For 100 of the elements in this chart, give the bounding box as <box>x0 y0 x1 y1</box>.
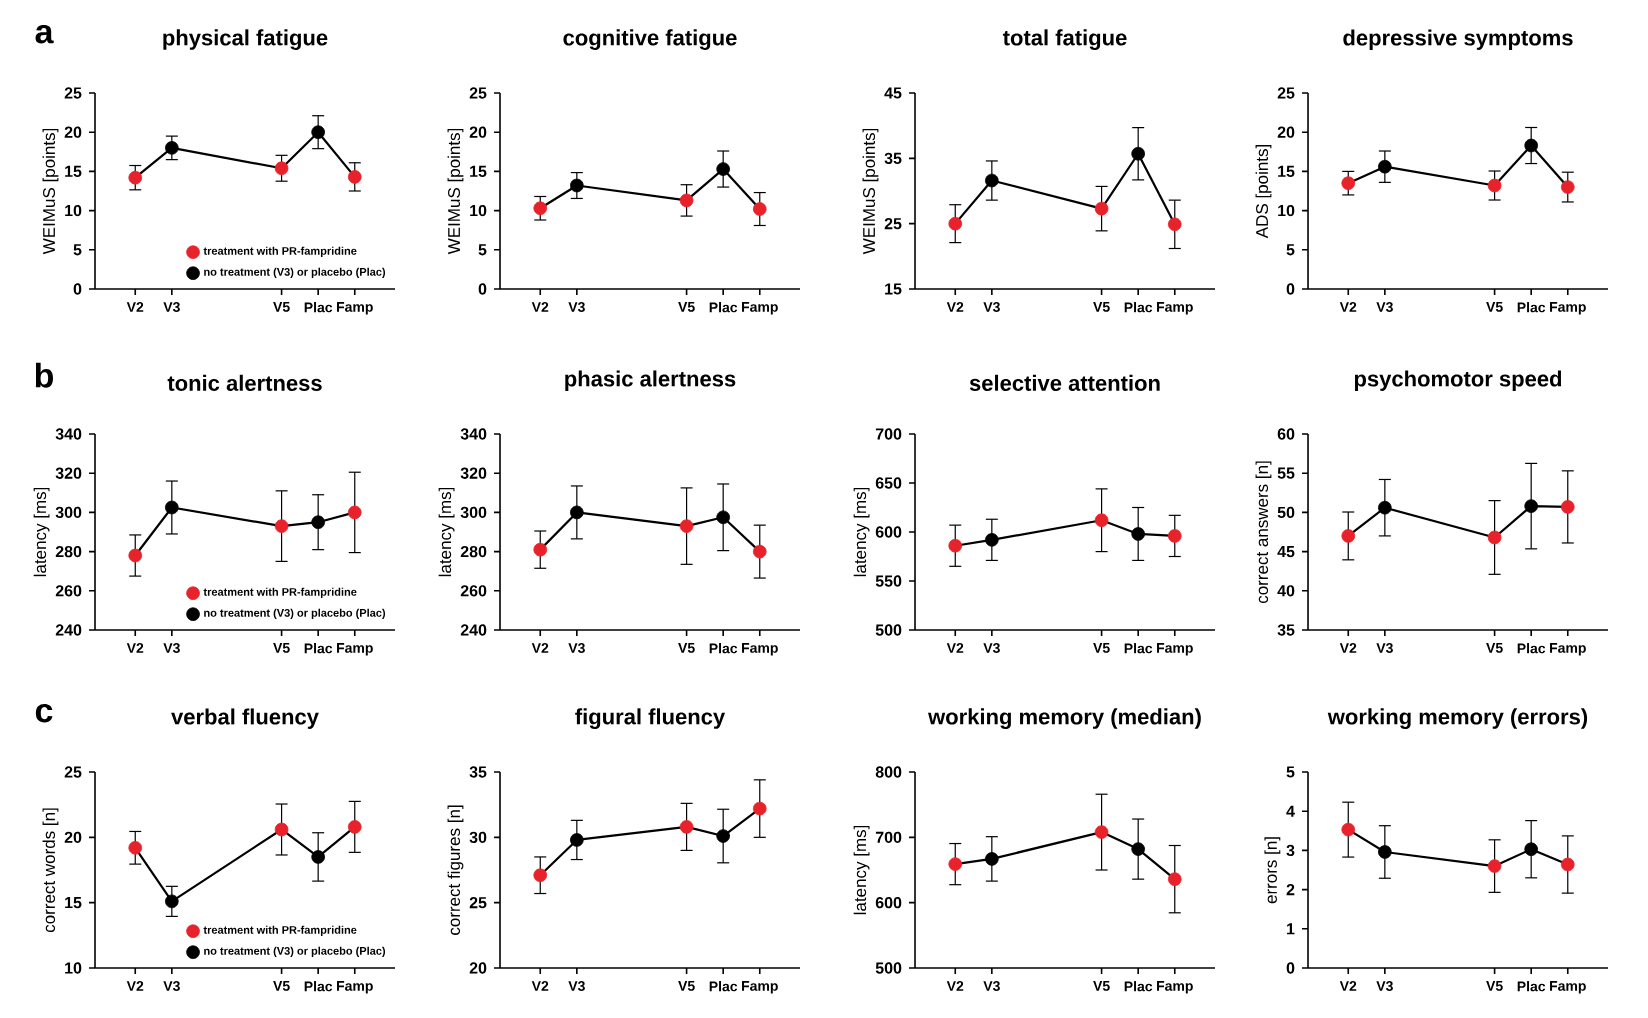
point <box>1131 842 1145 856</box>
chart-title: working memory (errors) <box>1327 708 1588 729</box>
point <box>1094 201 1109 216</box>
point <box>347 170 362 184</box>
x-tick-label: V3 <box>1376 981 1393 991</box>
y-tick-label: 260 <box>460 585 487 597</box>
point <box>1524 499 1538 513</box>
point <box>347 820 362 834</box>
x-tick-label: Plac <box>1124 981 1153 992</box>
y-tick-label: 10 <box>1278 204 1295 217</box>
point <box>1341 176 1356 190</box>
x-tick-label: V2 <box>1339 302 1357 312</box>
y-tick-label: 15 <box>65 897 82 909</box>
x-tick-label: V5 <box>1093 302 1110 312</box>
point <box>1167 529 1182 543</box>
x-tick-label: V5 <box>273 643 290 653</box>
point <box>752 801 767 816</box>
x-tick-label: V2 <box>531 981 549 991</box>
y-axis-title: WEIMuS [points] <box>42 128 59 255</box>
point <box>1167 217 1182 232</box>
y-tick-label: 45 <box>884 87 902 99</box>
y-tick-label: 35 <box>469 766 487 778</box>
y-axis-title: WEIMuS [points] <box>447 128 464 255</box>
point <box>1094 825 1109 839</box>
point <box>716 162 730 176</box>
x-tick-label: V3 <box>163 302 180 312</box>
y-axis-title: latency [ms] <box>853 487 870 577</box>
point <box>570 505 584 520</box>
legend-label: treatment with PR-fampridine <box>203 587 357 598</box>
x-tick-label: V5 <box>1093 643 1110 653</box>
y-tick-label: 10 <box>65 962 82 974</box>
x-tick-label: V2 <box>946 643 964 653</box>
x-tick-label: Plac <box>1517 302 1546 313</box>
x-tick-label: V3 <box>163 643 180 653</box>
y-tick-label: 340 <box>460 428 487 440</box>
y-tick-label: 5 <box>1286 766 1295 778</box>
y-tick-label: 5 <box>478 244 487 256</box>
x-tick-label: Famp <box>1550 981 1586 994</box>
y-axis-title: errors [n] <box>1264 837 1281 904</box>
point <box>165 894 179 909</box>
y-tick-label: 500 <box>875 624 902 636</box>
y-tick-label: 700 <box>875 428 902 440</box>
y-axis-title: latency [ms] <box>33 487 50 577</box>
y-axis-title: correct words [n] <box>42 808 59 933</box>
point <box>165 500 179 515</box>
x-tick-label: Plac <box>304 981 333 992</box>
text: c <box>35 703 53 723</box>
x-tick-label: V5 <box>1486 302 1503 312</box>
point <box>1094 513 1109 528</box>
point <box>274 519 289 533</box>
y-tick-label: 45 <box>1277 546 1295 558</box>
y-tick-label: 20 <box>469 962 487 974</box>
y-tick-label: 10 <box>470 204 487 217</box>
point <box>128 840 143 855</box>
x-tick-label: V2 <box>126 643 144 653</box>
y-tick-label: 40 <box>1277 585 1295 597</box>
point <box>533 201 548 216</box>
chart-title: physical fatigue <box>163 29 328 50</box>
point <box>533 868 548 883</box>
x-tick-label: Famp <box>1157 981 1193 994</box>
y-tick-label: 10 <box>65 204 82 217</box>
y-tick-label: 4 <box>1286 805 1295 817</box>
x-tick-label: Famp <box>1550 643 1586 656</box>
chart-title: depressive symptoms <box>1343 29 1573 50</box>
x-tick-label: V5 <box>1486 643 1503 653</box>
y-tick-label: 20 <box>469 126 487 138</box>
y-tick-label: 2 <box>1286 884 1295 896</box>
point <box>570 178 584 193</box>
legend-label: treatment with PR-fampridine <box>203 246 357 257</box>
y-axis-title: ADS [points] <box>1255 144 1272 239</box>
y-axis-title: latency [ms] <box>853 825 870 915</box>
point <box>1341 529 1356 543</box>
chart-title: tonic alertness <box>167 374 322 391</box>
y-tick-label: 60 <box>1277 428 1295 440</box>
point <box>752 544 767 559</box>
x-tick-label: V2 <box>946 981 964 991</box>
x-tick-label: V5 <box>678 643 695 653</box>
point <box>985 852 999 866</box>
y-tick-label: 600 <box>875 897 902 909</box>
y-tick-label: 5 <box>73 244 82 256</box>
point <box>311 125 325 139</box>
point <box>274 822 289 837</box>
point <box>716 829 730 843</box>
point <box>1341 822 1356 837</box>
x-tick-label: V3 <box>983 981 1000 991</box>
y-tick-label: 3 <box>1286 844 1295 857</box>
x-tick-label: Plac <box>1124 643 1153 654</box>
point <box>985 173 999 188</box>
y-tick-label: 0 <box>73 283 82 295</box>
x-tick-label: V3 <box>983 302 1000 312</box>
chart-title: selective attention <box>969 374 1160 391</box>
x-tick-label: V3 <box>983 643 1000 653</box>
x-tick-label: V2 <box>126 981 144 991</box>
y-tick-label: 25 <box>64 87 82 99</box>
point <box>1487 530 1502 545</box>
x-tick-label: V3 <box>1376 643 1393 653</box>
legend-label: no treatment (V3) or placebo (Plac) <box>204 267 386 278</box>
x-tick-label: Plac <box>1517 981 1546 992</box>
y-tick-label: 25 <box>469 87 487 99</box>
x-tick-label: V5 <box>1486 981 1503 991</box>
